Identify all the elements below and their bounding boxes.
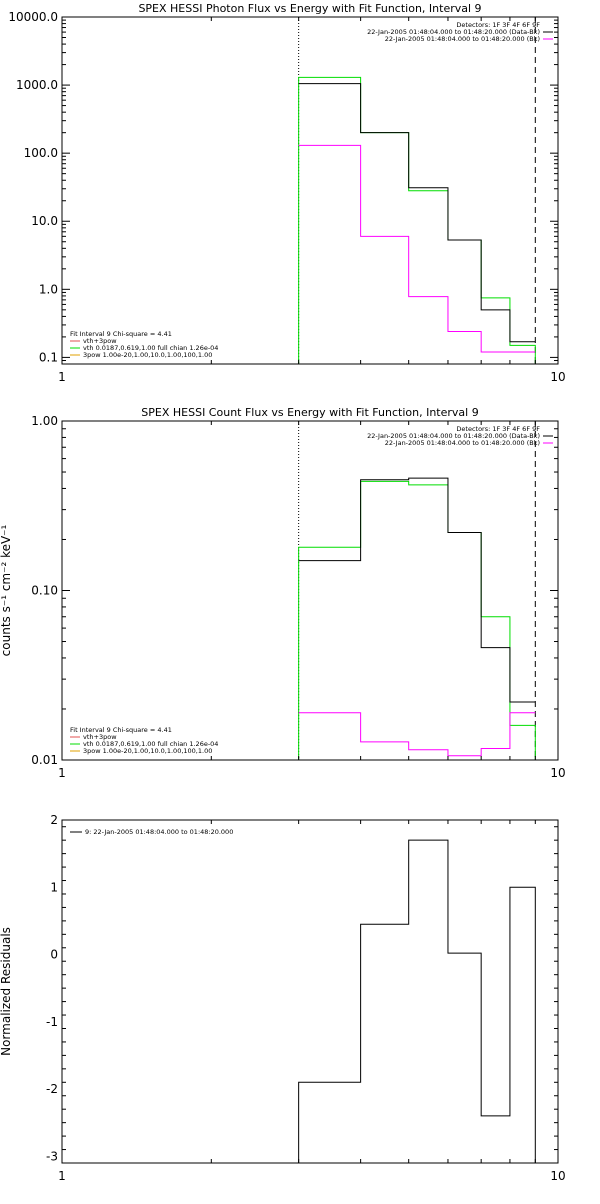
legend-title: Fit Interval 9 Chi-square = 4.41 — [70, 330, 172, 338]
y-tick-label: 10000.0 — [8, 10, 58, 24]
x-tick-label: 1 — [58, 766, 66, 780]
data-series-line — [298, 76, 536, 364]
chart-title: SPEX HESSI Photon Flux vs Energy with Fi… — [138, 2, 481, 15]
y-tick-label: 0.1 — [39, 350, 58, 364]
x-tick-label: 1 — [58, 370, 66, 384]
plot-frame — [61, 420, 559, 761]
plot-area — [298, 839, 536, 1163]
data-series-line — [298, 83, 536, 343]
y-tick-label: 0.01 — [31, 753, 58, 767]
legend-entry: 9: 22-Jan-2005 01:48:04.000 to 01:48:20.… — [85, 828, 233, 836]
y-tick-label: 100.0 — [24, 146, 58, 160]
legend-entry: 3pow 1.00e-20,1.00,10.0,1.00,100,1.00 — [83, 351, 212, 359]
y-tick-label: 1000.0 — [16, 78, 58, 92]
x-tick-label: 1 — [58, 1169, 66, 1183]
x-tick-label: 10 — [550, 370, 565, 384]
data-series-line — [298, 477, 536, 703]
legend-entry: vth 0.0187,0.619,1.00 full chian 1.26e-0… — [83, 344, 218, 352]
y-tick-label: 1.0 — [39, 282, 58, 296]
y-axis-title: counts s⁻¹ cm⁻² keV⁻¹ — [0, 524, 13, 656]
y-tick-label: -2 — [46, 1082, 58, 1096]
y-tick-label: -3 — [46, 1149, 58, 1163]
y-tick-label: 0.10 — [31, 584, 58, 598]
x-tick-label: 10 — [550, 1169, 565, 1183]
header-line: 22-Jan-2005 01:48:04.000 to 01:48:20.000… — [367, 28, 540, 36]
header-line: Detectors: 1F 3F 4F 6F 9F — [456, 21, 540, 29]
legend-entry: vth+3pow — [83, 337, 117, 345]
y-tick-label: 0 — [50, 948, 58, 962]
y-tick-label: 2 — [50, 813, 58, 827]
plot-area — [298, 421, 536, 760]
header-line: 22-Jan-2005 01:48:04.000 to 01:48:20.000… — [385, 35, 540, 43]
y-axis-title: Normalized Residuals — [0, 927, 13, 1056]
header-line: 22-Jan-2005 01:48:04.000 to 01:48:20.000… — [385, 439, 540, 447]
y-tick-label: -1 — [46, 1015, 58, 1029]
y-tick-label: 10.0 — [31, 214, 58, 228]
chart-panel-2: SPEX HESSI Count Flux vs Energy with Fit… — [0, 406, 566, 780]
legend-entry: vth 0.0187,0.619,1.00 full chian 1.26e-0… — [83, 740, 218, 748]
data-series-line — [298, 480, 536, 760]
data-series-line — [298, 839, 536, 1163]
legend-entry: 3pow 1.00e-20,1.00,10.0,1.00,100,1.00 — [83, 747, 212, 755]
y-tick-label: 1 — [50, 880, 58, 894]
y-tick-label: 1.00 — [31, 414, 58, 428]
header-line: Detectors: 1F 3F 4F 6F 9F — [456, 425, 540, 433]
header-line: 22-Jan-2005 01:48:04.000 to 01:48:20.000… — [367, 432, 540, 440]
data-series-line — [298, 712, 536, 757]
chart-panel-1: SPEX HESSI Photon Flux vs Energy with Fi… — [8, 2, 565, 384]
legend-title: Fit Interval 9 Chi-square = 4.41 — [70, 726, 172, 734]
x-tick-label: 10 — [550, 766, 565, 780]
legend-entry: vth+3pow — [83, 733, 117, 741]
chart-title: SPEX HESSI Count Flux vs Energy with Fit… — [141, 406, 478, 419]
data-series-line — [298, 144, 536, 353]
plot-area — [298, 17, 536, 364]
chart-panel-3: Normalized Residuals 1 10 -3 -2 -1 0 1 2 9: 22-Ja… — [0, 813, 566, 1183]
plot-frame — [61, 819, 559, 1164]
plot-frame — [61, 16, 559, 365]
